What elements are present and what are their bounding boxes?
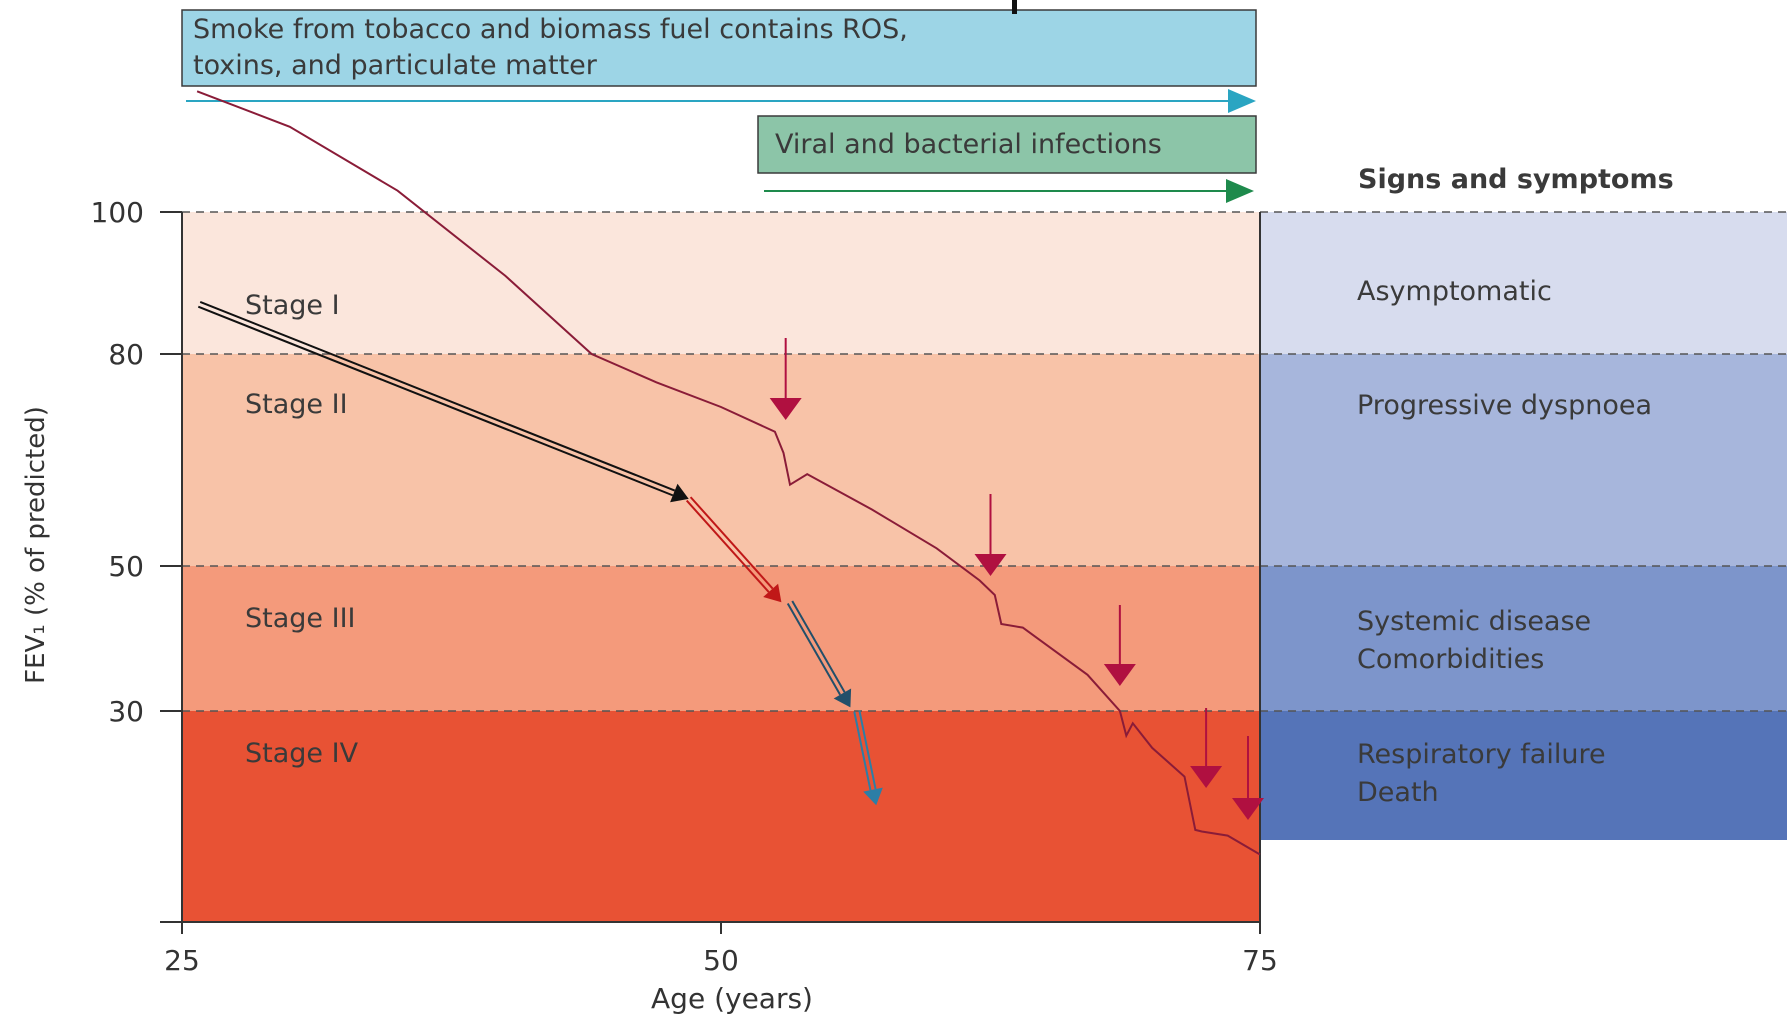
fev1-decline-curve — [196, 90, 1261, 856]
exacerbation-arrow-1 — [769, 338, 802, 420]
infections-box — [757, 115, 1257, 174]
x-tick-label-25: 25 — [164, 944, 200, 977]
x-axis-label: Age (years) — [651, 982, 813, 1015]
stage-label-4: Stage IV — [245, 738, 359, 769]
symptom-band-4 — [1260, 711, 1787, 840]
smoke-text-line2: toxins, and particulate matter — [193, 50, 598, 81]
x-axis-ticks: 25 50 75 — [164, 922, 1278, 977]
symptom-panel: Asymptomatic Progressive dyspnoea Systemic… — [1260, 212, 1787, 840]
infections-duration-arrowhead — [1226, 179, 1254, 203]
symptom-text-1-1: Asymptomatic — [1357, 276, 1552, 307]
y-tick-label-30: 30 — [108, 695, 144, 728]
infections-banner: Viral and bacterial infections — [757, 115, 1257, 203]
smoke-duration-arrowhead — [1228, 89, 1256, 113]
y-tick-label-80: 80 — [108, 338, 144, 371]
y-tick-label-100: 100 — [91, 196, 144, 229]
stage-band-3 — [182, 566, 1260, 711]
symptom-text-3-2: Comorbidities — [1357, 644, 1544, 675]
infections-text: Viral and bacterial infections — [775, 129, 1162, 160]
exacerbation-arrow-5 — [1232, 736, 1264, 820]
exacerbation-arrow-3 — [1103, 605, 1136, 686]
exacerbation-arrow-2 — [974, 494, 1007, 576]
trajectory-segment-2 — [685, 496, 782, 603]
stage-label-1: Stage I — [245, 290, 340, 321]
symptom-text-2-1: Progressive dyspnoea — [1357, 390, 1652, 421]
symptom-band-2 — [1260, 354, 1787, 566]
smoke-text-line1: Smoke from tobacco and biomass fuel cont… — [193, 14, 908, 45]
exacerbation-arrow-4 — [1190, 708, 1223, 788]
signs-and-symptoms-title: Signs and symptoms — [1358, 164, 1674, 195]
trajectory-segment-1 — [197, 300, 689, 503]
stage-label-2: Stage II — [245, 389, 348, 420]
exacerbation-arrows — [769, 338, 1264, 820]
stage-boundary-lines — [182, 211, 1787, 712]
symptom-band-1 — [1260, 212, 1787, 354]
symptom-text-4-2: Death — [1357, 777, 1439, 808]
symptom-text-4-1: Respiratory failure — [1357, 739, 1606, 770]
symptom-band-3 — [1260, 566, 1787, 711]
stage-band-1 — [182, 212, 1260, 354]
y-tick-label-50: 50 — [108, 550, 144, 583]
stage-label-3: Stage III — [245, 603, 356, 634]
y-axis-ticks: 100 80 50 30 — [91, 196, 182, 728]
trajectory-segment-4 — [853, 710, 883, 806]
stage-band-4 — [182, 711, 1260, 922]
stage-bands: Stage I Stage II Stage III Stage IV — [182, 212, 1260, 922]
x-tick-label-75: 75 — [1242, 944, 1278, 977]
x-tick-label-50: 50 — [703, 944, 739, 977]
smoke-banner: Smoke from tobacco and biomass fuel cont… — [181, 9, 1257, 113]
cursor-mark — [1012, 0, 1017, 14]
smoke-box — [181, 9, 1257, 87]
accelerated-decline-trajectory — [197, 300, 883, 806]
y-axis-label: FEV₁ (% of predicted) — [21, 406, 51, 684]
symptom-text-3-1: Systemic disease — [1357, 606, 1591, 637]
stage-band-2 — [182, 354, 1260, 566]
trajectory-segment-3 — [786, 600, 852, 708]
